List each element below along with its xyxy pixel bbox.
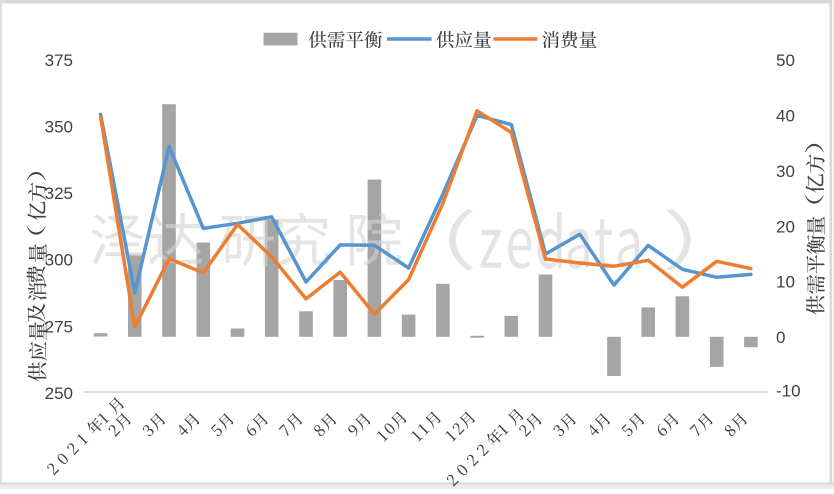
svg-text:375: 375: [45, 51, 73, 70]
svg-text:250: 250: [45, 384, 73, 403]
svg-text:30: 30: [776, 162, 795, 181]
svg-text:-10: -10: [776, 382, 801, 401]
svg-text:50: 50: [776, 51, 795, 70]
svg-text:300: 300: [45, 251, 73, 270]
svg-text:40: 40: [776, 106, 795, 125]
svg-text:350: 350: [45, 118, 73, 137]
svg-text:20: 20: [776, 217, 795, 236]
svg-text:325: 325: [45, 184, 73, 203]
svg-text:10: 10: [776, 273, 795, 292]
svg-text:0: 0: [776, 328, 785, 347]
svg-text:275: 275: [45, 317, 73, 336]
